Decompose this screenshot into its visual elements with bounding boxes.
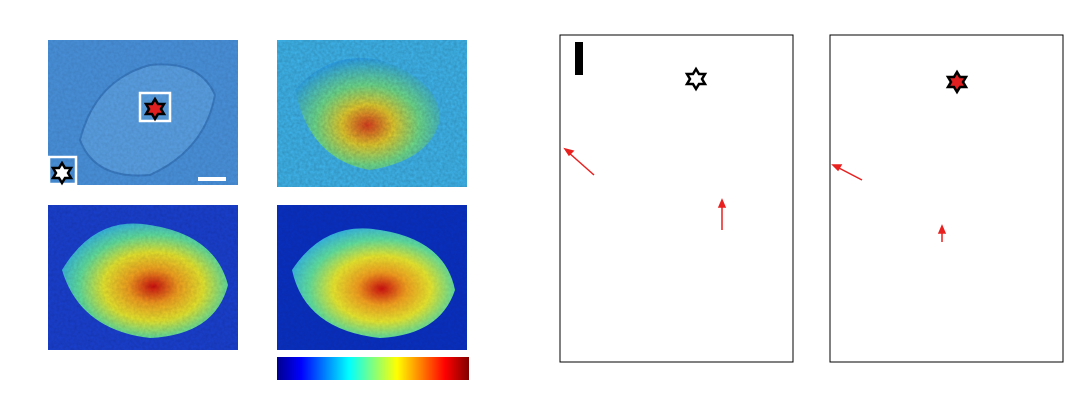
star-icon [684, 66, 708, 92]
arrows [563, 147, 947, 242]
raw-image [277, 40, 467, 187]
colorbar [277, 357, 469, 380]
star-icon [143, 96, 167, 122]
scale-bar [575, 42, 583, 75]
star-icon [50, 160, 74, 186]
nl-image [277, 205, 467, 350]
plot-frame [559, 34, 794, 363]
star-icon [945, 69, 969, 95]
plot-frame [829, 34, 1064, 363]
csl-image [48, 205, 238, 350]
bright-image [48, 40, 238, 185]
